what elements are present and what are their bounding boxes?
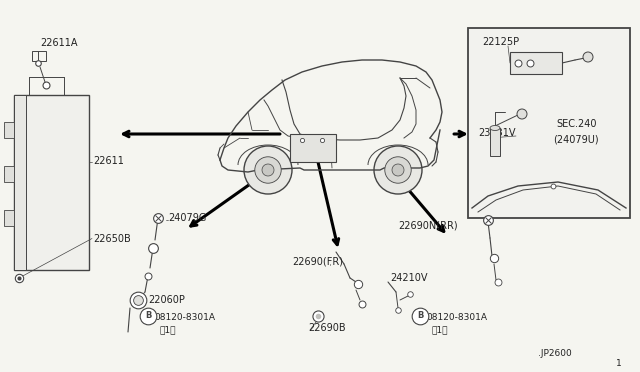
Text: 08120-8301A: 08120-8301A bbox=[426, 314, 487, 323]
Circle shape bbox=[392, 164, 404, 176]
Text: 22125P: 22125P bbox=[482, 37, 519, 47]
Circle shape bbox=[517, 109, 527, 119]
Text: （1）: （1） bbox=[160, 326, 177, 334]
Bar bbox=[4, 166, 14, 182]
Text: 24079G: 24079G bbox=[168, 213, 206, 223]
Circle shape bbox=[255, 157, 281, 183]
Text: .JP2600: .JP2600 bbox=[538, 350, 572, 359]
Text: （1）: （1） bbox=[432, 326, 449, 334]
Circle shape bbox=[244, 146, 292, 194]
Circle shape bbox=[374, 146, 422, 194]
Text: 22690B: 22690B bbox=[308, 323, 346, 333]
Text: 22650B: 22650B bbox=[93, 234, 131, 244]
Bar bbox=[4, 122, 14, 138]
Bar bbox=[14, 95, 26, 270]
Text: 24210V: 24210V bbox=[390, 273, 428, 283]
Circle shape bbox=[583, 52, 593, 62]
Text: B: B bbox=[145, 311, 151, 321]
Circle shape bbox=[385, 157, 412, 183]
Text: 23731V: 23731V bbox=[478, 128, 515, 138]
Text: 22060P: 22060P bbox=[148, 295, 185, 305]
Bar bbox=[4, 209, 14, 225]
Text: 08120-8301A: 08120-8301A bbox=[154, 314, 215, 323]
Text: 22690(FR): 22690(FR) bbox=[292, 257, 343, 267]
Bar bbox=[32, 51, 46, 61]
Text: 1: 1 bbox=[616, 359, 621, 369]
Bar bbox=[290, 134, 336, 162]
Text: SEC.240: SEC.240 bbox=[556, 119, 596, 129]
Bar bbox=[468, 28, 630, 218]
Bar bbox=[510, 52, 562, 74]
Text: (24079U): (24079U) bbox=[553, 135, 598, 145]
Text: 22611: 22611 bbox=[93, 157, 124, 167]
Ellipse shape bbox=[490, 125, 500, 131]
Bar bbox=[490, 128, 500, 156]
Text: B: B bbox=[417, 311, 423, 321]
Bar bbox=[14, 95, 89, 270]
Circle shape bbox=[262, 164, 274, 176]
Text: 22611A: 22611A bbox=[40, 38, 77, 48]
Text: 22690N(RR): 22690N(RR) bbox=[398, 221, 458, 231]
